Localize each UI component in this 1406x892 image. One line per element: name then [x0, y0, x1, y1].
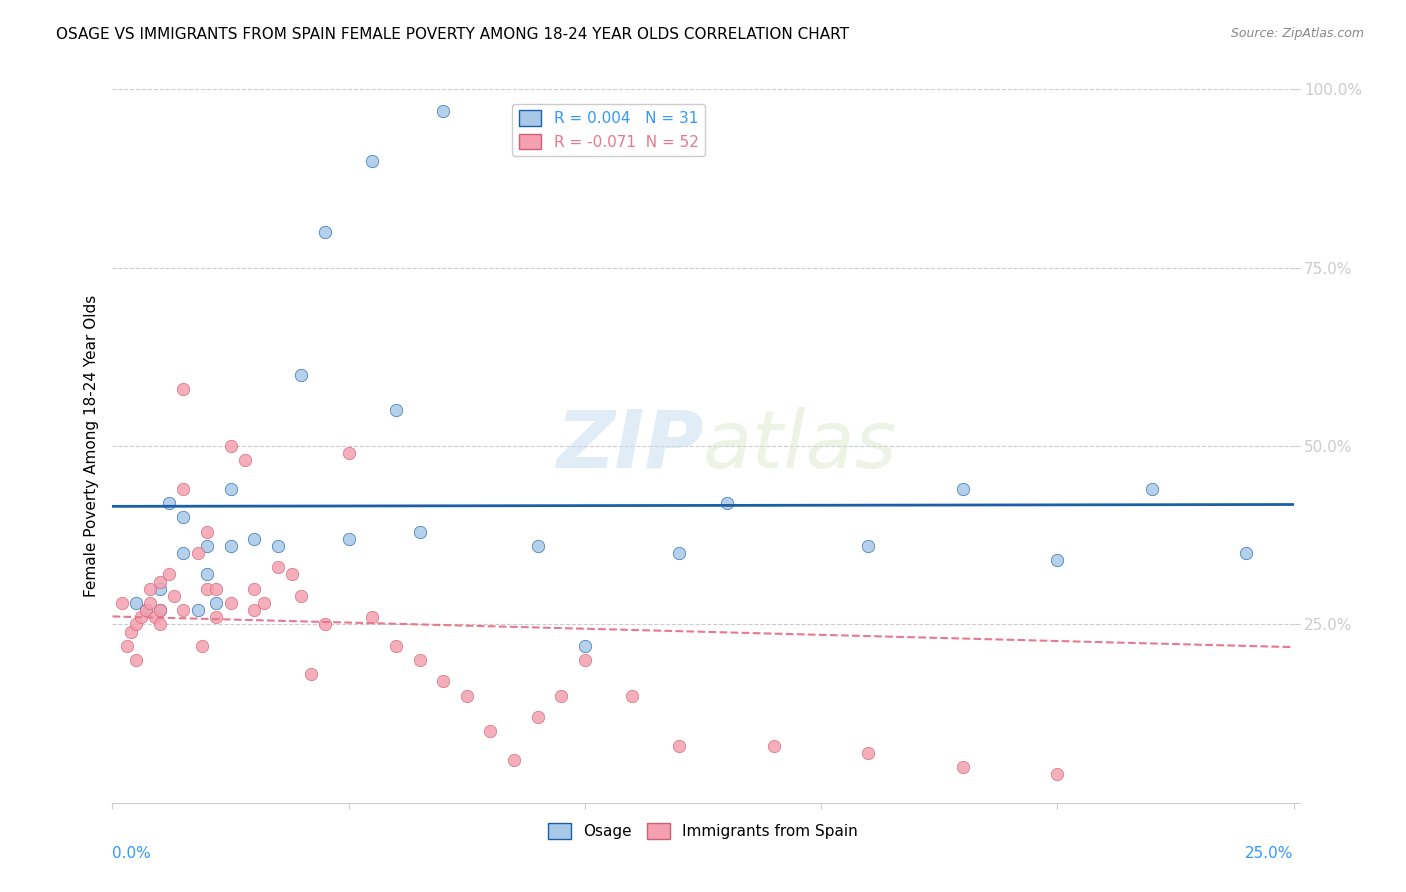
Point — [668, 546, 690, 560]
Text: OSAGE VS IMMIGRANTS FROM SPAIN FEMALE POVERTY AMONG 18-24 YEAR OLDS CORRELATION : OSAGE VS IMMIGRANTS FROM SPAIN FEMALE PO… — [56, 27, 849, 42]
Point — [408, 653, 430, 667]
Point — [205, 582, 228, 596]
Point — [267, 539, 290, 553]
Text: Source: ZipAtlas.com: Source: ZipAtlas.com — [1230, 27, 1364, 40]
Point — [149, 617, 172, 632]
Point — [408, 524, 430, 539]
Point — [526, 539, 548, 553]
Point — [668, 739, 690, 753]
Point — [135, 603, 157, 617]
Point — [172, 382, 194, 396]
Text: ZIP: ZIP — [555, 407, 703, 485]
Point — [233, 453, 256, 467]
Point — [479, 724, 502, 739]
Point — [219, 482, 242, 496]
Point — [314, 225, 336, 239]
Point — [186, 546, 208, 560]
Point — [172, 510, 194, 524]
Point — [456, 689, 478, 703]
Point — [253, 596, 276, 610]
Point — [195, 582, 218, 596]
Text: 25.0%: 25.0% — [1246, 846, 1294, 861]
Point — [157, 496, 180, 510]
Point — [526, 710, 548, 724]
Point — [1140, 482, 1163, 496]
Point — [621, 689, 644, 703]
Point — [195, 539, 218, 553]
Point — [157, 567, 180, 582]
Point — [135, 603, 157, 617]
Point — [205, 596, 228, 610]
Point — [1046, 553, 1069, 567]
Point — [115, 639, 138, 653]
Point — [149, 582, 172, 596]
Point — [205, 610, 228, 624]
Point — [574, 653, 596, 667]
Point — [281, 567, 304, 582]
Point — [172, 482, 194, 496]
Point — [385, 639, 408, 653]
Point — [290, 368, 312, 382]
Point — [337, 532, 360, 546]
Point — [139, 582, 162, 596]
Point — [172, 546, 194, 560]
Point — [125, 596, 148, 610]
Point — [1046, 767, 1069, 781]
Point — [219, 596, 242, 610]
Point — [503, 753, 526, 767]
Point — [139, 596, 162, 610]
Point — [952, 482, 974, 496]
Point — [361, 610, 384, 624]
Point — [195, 524, 218, 539]
Point — [191, 639, 214, 653]
Point — [111, 596, 134, 610]
Text: 0.0%: 0.0% — [112, 846, 152, 861]
Point — [243, 582, 266, 596]
Point — [1234, 546, 1257, 560]
Point — [129, 610, 152, 624]
Legend: Osage, Immigrants from Spain: Osage, Immigrants from Spain — [541, 817, 865, 845]
Point — [219, 439, 242, 453]
Point — [195, 567, 218, 582]
Point — [574, 639, 596, 653]
Point — [858, 539, 880, 553]
Point — [149, 574, 172, 589]
Point — [163, 589, 186, 603]
Point — [385, 403, 408, 417]
Point — [149, 603, 172, 617]
Text: atlas: atlas — [703, 407, 898, 485]
Point — [762, 739, 785, 753]
Point — [243, 603, 266, 617]
Point — [125, 653, 148, 667]
Point — [143, 610, 166, 624]
Point — [290, 589, 312, 603]
Point — [149, 603, 172, 617]
Point — [125, 617, 148, 632]
Y-axis label: Female Poverty Among 18-24 Year Olds: Female Poverty Among 18-24 Year Olds — [83, 295, 98, 597]
Point — [432, 103, 454, 118]
Point — [219, 539, 242, 553]
Point — [550, 689, 572, 703]
Point — [299, 667, 322, 681]
Point — [314, 617, 336, 632]
Point — [432, 674, 454, 689]
Point — [337, 446, 360, 460]
Point — [186, 603, 208, 617]
Point — [243, 532, 266, 546]
Point — [952, 760, 974, 774]
Point — [172, 603, 194, 617]
Point — [120, 624, 142, 639]
Point — [858, 746, 880, 760]
Point — [716, 496, 738, 510]
Point — [361, 153, 384, 168]
Point — [267, 560, 290, 574]
